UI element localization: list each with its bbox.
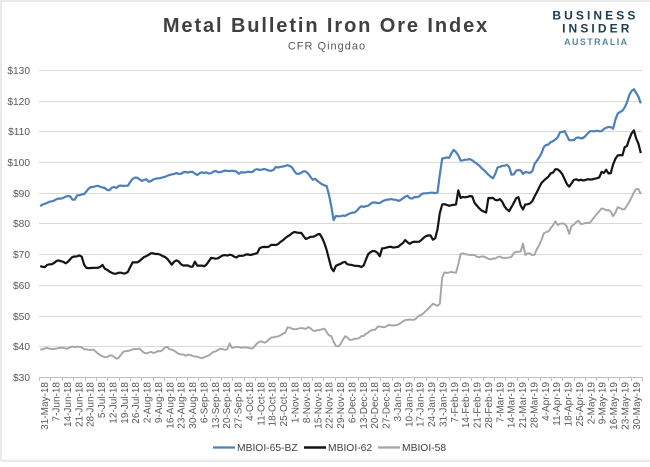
svg-text:$100: $100 <box>7 158 30 169</box>
svg-text:31-May-18: 31-May-18 <box>40 382 51 430</box>
svg-text:6-Dec-18: 6-Dec-18 <box>347 382 358 424</box>
svg-text:2-Aug-18: 2-Aug-18 <box>143 382 154 424</box>
svg-text:$130: $130 <box>7 66 30 77</box>
svg-text:AUSTRALIA: AUSTRALIA <box>564 37 628 47</box>
svg-text:30-Aug-18: 30-Aug-18 <box>188 382 199 429</box>
svg-text:21-Mar-19: 21-Mar-19 <box>518 382 529 429</box>
svg-text:21-Jun-18: 21-Jun-18 <box>74 382 85 427</box>
svg-text:23-Aug-18: 23-Aug-18 <box>177 382 188 429</box>
svg-text:24-Jan-19: 24-Jan-19 <box>427 382 438 427</box>
svg-text:$40: $40 <box>13 342 30 353</box>
svg-text:$110: $110 <box>8 127 30 138</box>
svg-text:5-Jul-18: 5-Jul-18 <box>97 382 108 419</box>
svg-text:21-Feb-19: 21-Feb-19 <box>473 382 484 429</box>
svg-text:2-May-19: 2-May-19 <box>586 382 597 425</box>
svg-text:MBIOI-65-BZ: MBIOI-65-BZ <box>237 443 298 454</box>
svg-text:BUSINESS: BUSINESS <box>552 9 638 23</box>
svg-text:30-May-19: 30-May-19 <box>632 382 643 430</box>
svg-text:4-Apr-19: 4-Apr-19 <box>541 382 552 421</box>
svg-text:25-Oct-18: 25-Oct-18 <box>279 382 290 427</box>
svg-text:$90: $90 <box>13 189 30 200</box>
svg-text:28-Mar-19: 28-Mar-19 <box>529 382 540 429</box>
svg-text:MBIOI-58: MBIOI-58 <box>402 443 446 454</box>
svg-text:27-Dec-18: 27-Dec-18 <box>382 382 393 429</box>
svg-text:19-Jul-18: 19-Jul-18 <box>120 382 131 424</box>
svg-text:14-Jun-18: 14-Jun-18 <box>63 382 74 427</box>
svg-text:$60: $60 <box>13 281 30 292</box>
svg-text:29-Nov-18: 29-Nov-18 <box>336 382 347 429</box>
svg-text:11-Oct-18: 11-Oct-18 <box>256 382 267 426</box>
svg-text:16-May-19: 16-May-19 <box>609 382 620 430</box>
svg-text:20-Sep-18: 20-Sep-18 <box>222 382 233 429</box>
svg-text:22-Nov-18: 22-Nov-18 <box>325 382 336 429</box>
svg-text:17-Jan-19: 17-Jan-19 <box>416 382 427 427</box>
svg-text:14-Mar-19: 14-Mar-19 <box>507 382 518 429</box>
svg-text:$120: $120 <box>7 97 30 108</box>
svg-text:16-Aug-18: 16-Aug-18 <box>165 382 176 429</box>
svg-text:31-Jan-19: 31-Jan-19 <box>438 382 449 427</box>
svg-text:$70: $70 <box>13 250 30 261</box>
svg-text:INSIDER: INSIDER <box>562 21 632 35</box>
svg-text:14-Feb-19: 14-Feb-19 <box>461 382 472 429</box>
svg-text:11-Apr-19: 11-Apr-19 <box>552 382 563 426</box>
svg-text:$30: $30 <box>13 373 30 384</box>
svg-text:CFR Qingdao: CFR Qingdao <box>288 41 366 53</box>
svg-text:Metal Bulletin Iron Ore Index: Metal Bulletin Iron Ore Index <box>163 15 489 37</box>
svg-text:12-Jul-18: 12-Jul-18 <box>108 382 119 424</box>
svg-text:$50: $50 <box>13 312 30 323</box>
svg-text:9-Aug-18: 9-Aug-18 <box>154 382 165 424</box>
svg-text:7-Mar-19: 7-Mar-19 <box>495 382 506 423</box>
svg-text:10-Jan-19: 10-Jan-19 <box>404 382 415 427</box>
svg-text:$80: $80 <box>13 219 30 230</box>
svg-text:13-Sep-18: 13-Sep-18 <box>211 382 222 429</box>
svg-text:8-Nov-18: 8-Nov-18 <box>302 382 313 424</box>
svg-text:26-Jul-18: 26-Jul-18 <box>131 382 142 424</box>
svg-text:7-Feb-19: 7-Feb-19 <box>450 382 461 423</box>
svg-text:15-Nov-18: 15-Nov-18 <box>313 382 324 429</box>
svg-text:1-Nov-18: 1-Nov-18 <box>290 382 301 424</box>
svg-text:13-Dec-18: 13-Dec-18 <box>359 382 370 429</box>
svg-text:7-Jun-18: 7-Jun-18 <box>52 382 63 422</box>
svg-text:27-Sep-18: 27-Sep-18 <box>234 382 245 429</box>
svg-text:20-Dec-18: 20-Dec-18 <box>370 382 381 429</box>
svg-text:23-May-19: 23-May-19 <box>620 382 631 430</box>
svg-text:25-Apr-19: 25-Apr-19 <box>575 382 586 427</box>
svg-text:4-Oct-18: 4-Oct-18 <box>245 382 256 421</box>
svg-text:6-Sep-18: 6-Sep-18 <box>199 382 210 424</box>
svg-text:MBIOI-62: MBIOI-62 <box>328 443 372 454</box>
svg-text:18-Apr-19: 18-Apr-19 <box>564 382 575 427</box>
svg-text:28-Jun-18: 28-Jun-18 <box>86 382 97 427</box>
svg-text:28-Feb-19: 28-Feb-19 <box>484 382 495 429</box>
svg-text:9-May-19: 9-May-19 <box>598 382 609 425</box>
svg-text:18-Oct-18: 18-Oct-18 <box>268 382 279 427</box>
svg-text:3-Jan-19: 3-Jan-19 <box>393 382 404 422</box>
